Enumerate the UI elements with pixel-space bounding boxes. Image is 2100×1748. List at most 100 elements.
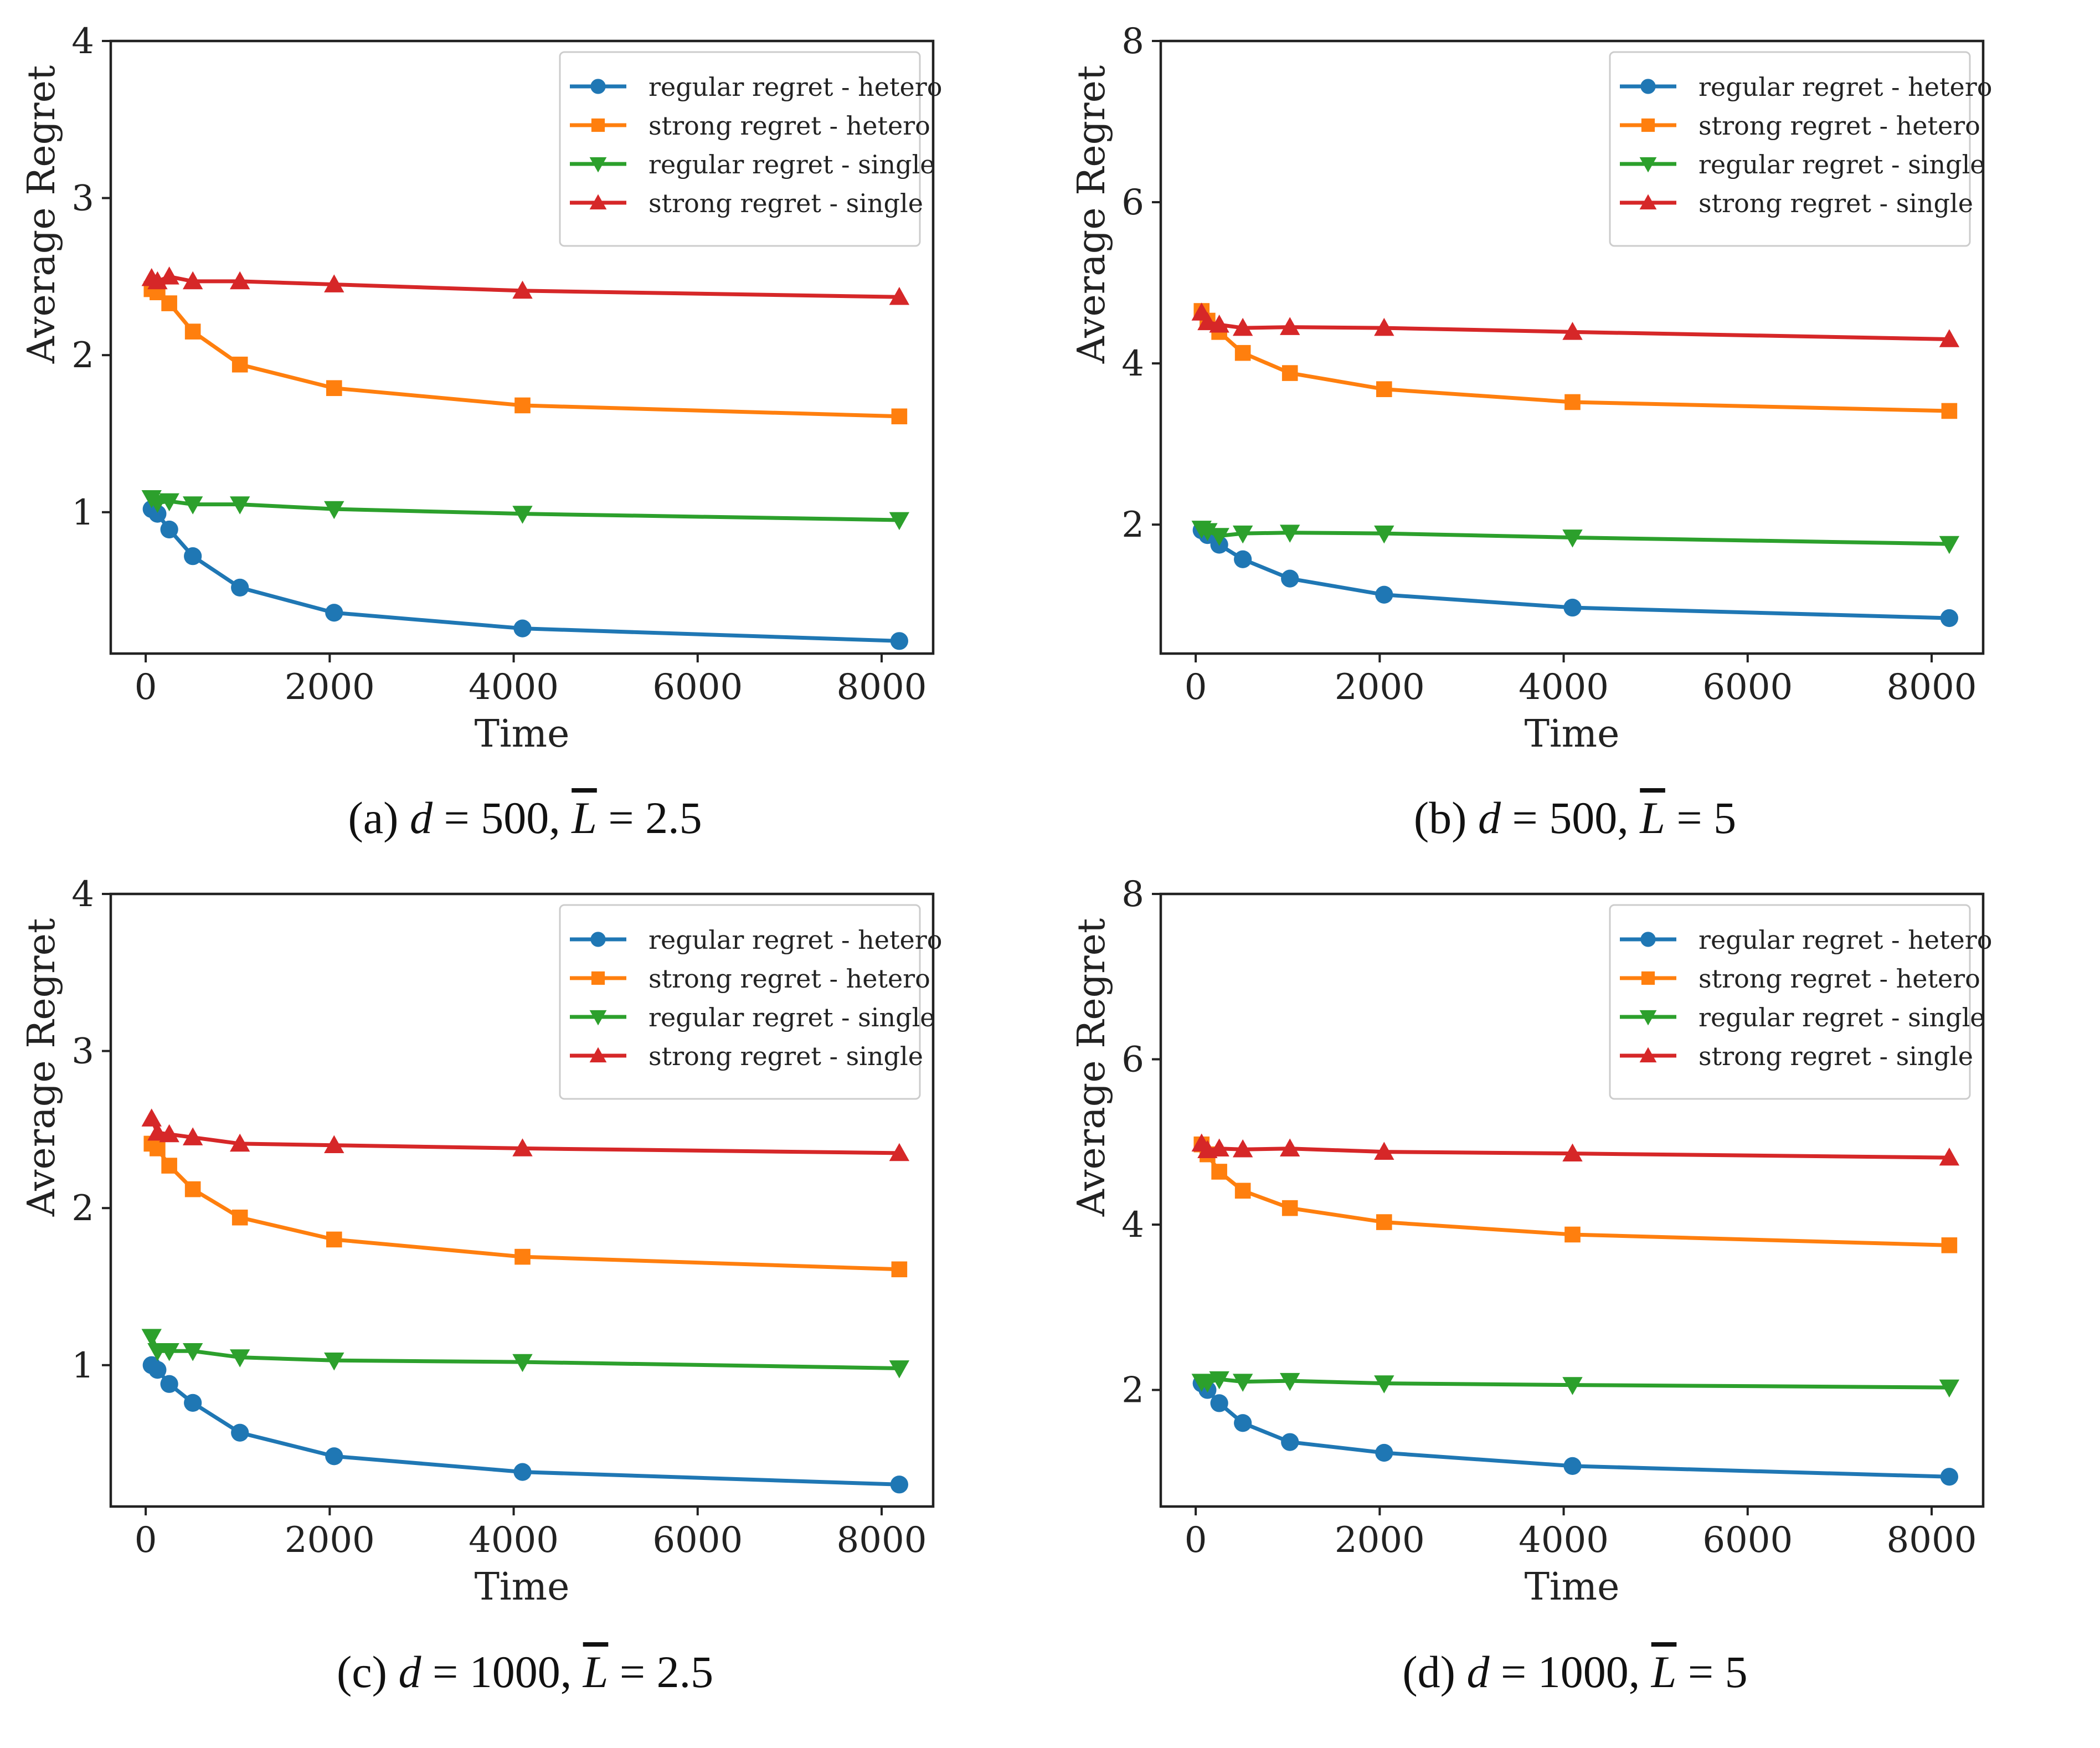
data-point (1281, 1433, 1299, 1451)
legend-box (559, 904, 921, 1100)
data-point (231, 1209, 248, 1226)
data-point (184, 1394, 202, 1412)
legend-item: strong regret - single (1620, 188, 1973, 218)
data-point (1562, 1143, 1583, 1161)
x-tick-label: 2000 (285, 1520, 375, 1561)
data-point (1210, 1394, 1228, 1412)
data-point (147, 1122, 168, 1141)
legend-item: regular regret - hetero (1620, 925, 1992, 955)
x-tick-label: 0 (1185, 667, 1207, 708)
y-axis-label: Average Regret (1070, 65, 1114, 364)
x-axis-label: Time (475, 712, 570, 756)
legend-item: strong regret - hetero (570, 964, 930, 994)
legend-marker (1639, 1010, 1657, 1026)
data-point (184, 1181, 201, 1197)
x-tick-label: 4000 (1519, 1520, 1609, 1561)
data-point (512, 1138, 533, 1156)
legend-label: strong regret - hetero (648, 111, 930, 141)
data-point (324, 1135, 344, 1154)
data-point (1197, 523, 1218, 541)
caption-d: 500 (1549, 793, 1618, 843)
data-point (1940, 1468, 1958, 1486)
legend-marker (1640, 932, 1656, 947)
legend-marker (589, 194, 607, 210)
data-point (1562, 529, 1583, 548)
data-point (324, 274, 344, 292)
caption-label: (c) (336, 1647, 387, 1697)
y-tick-label: 8 (1121, 21, 1144, 62)
data-point (184, 323, 201, 340)
legend: regular regret - hetero strong regret - h… (559, 904, 942, 1100)
caption-L: 2.5 (656, 1647, 714, 1697)
plot-frame (109, 39, 935, 655)
data-point (1376, 1214, 1392, 1230)
data-point (889, 512, 910, 531)
plot-frame (109, 892, 935, 1508)
series-strong-regret-single (1191, 1133, 1960, 1166)
caption-a: (a) d = 500, L = 2.5 (348, 793, 702, 843)
data-point (1374, 525, 1394, 544)
caption-d: (d) d = 1000, L = 5 (1402, 1647, 1748, 1697)
y-tick-label: 4 (71, 21, 94, 62)
series-strong-regret-single (1191, 302, 1960, 347)
data-point (1939, 1147, 1960, 1166)
legend-box (559, 51, 921, 247)
data-point (514, 397, 531, 414)
x-tick-label: 4000 (469, 1520, 559, 1561)
legend-item: regular regret - single (570, 1002, 935, 1032)
y-tick-label: 1 (71, 1345, 94, 1386)
data-point (1280, 1372, 1300, 1391)
x-tick-label: 8000 (1887, 667, 1977, 708)
caption-d: 500 (481, 793, 549, 843)
data-point (1941, 1237, 1958, 1253)
data-point (1232, 1139, 1253, 1158)
data-point (159, 493, 179, 512)
legend-marker (1639, 157, 1657, 173)
data-point (1234, 1414, 1252, 1432)
legend-label: strong regret - single (648, 1041, 923, 1071)
data-point (1374, 1142, 1394, 1160)
y-tick-label: 2 (71, 1188, 94, 1229)
legend-marker (1639, 194, 1657, 210)
series-strong-regret-hetero (1193, 303, 1958, 419)
data-point (1209, 1371, 1229, 1390)
series-line (151, 287, 899, 419)
legend-label: regular regret - single (1698, 150, 1985, 179)
legend-marker (1641, 118, 1655, 132)
data-point (1234, 1183, 1251, 1199)
legend-marker (589, 157, 607, 173)
data-point (148, 1361, 167, 1379)
legend-label: regular regret - single (1698, 1002, 1985, 1032)
data-point (514, 1248, 531, 1265)
series-strong-regret-single (141, 266, 910, 305)
data-point (1280, 1138, 1300, 1157)
data-point (1209, 528, 1229, 546)
x-axis-label: Time (1525, 1565, 1620, 1609)
series-regular-regret-single (141, 490, 910, 531)
legend-item: strong regret - single (1620, 1041, 1973, 1071)
caption-L: 5 (1713, 793, 1737, 843)
data-point (1939, 536, 1960, 554)
caption-label: (b) (1413, 793, 1467, 843)
legend-item: regular regret - single (1620, 150, 1985, 179)
x-tick-label: 6000 (652, 667, 743, 708)
legend-label: regular regret - hetero (648, 925, 942, 955)
x-tick-label: 0 (135, 667, 157, 708)
series-regular-regret-hetero (142, 1356, 908, 1494)
panel-c: 0 2000 4000 6000 8000 1 2 3 4 Time Average Regret r… (0, 853, 1050, 1748)
legend-item: regular regret - hetero (1620, 72, 1992, 102)
y-tick-label: 6 (1121, 1040, 1144, 1081)
data-point (326, 380, 342, 397)
y-axis-label: Average Regret (20, 65, 64, 364)
data-point (1374, 317, 1394, 336)
data-point (159, 1124, 179, 1143)
x-tick-label: 2000 (285, 667, 375, 708)
legend-label: regular regret - hetero (1698, 925, 1992, 955)
data-point (1563, 1457, 1582, 1475)
data-point (512, 280, 533, 299)
legend-label: strong regret - hetero (1698, 964, 1980, 994)
legend-marker (591, 118, 605, 132)
data-point (182, 271, 203, 290)
data-point (1281, 569, 1299, 588)
y-axis-label: Average Regret (1070, 918, 1114, 1217)
